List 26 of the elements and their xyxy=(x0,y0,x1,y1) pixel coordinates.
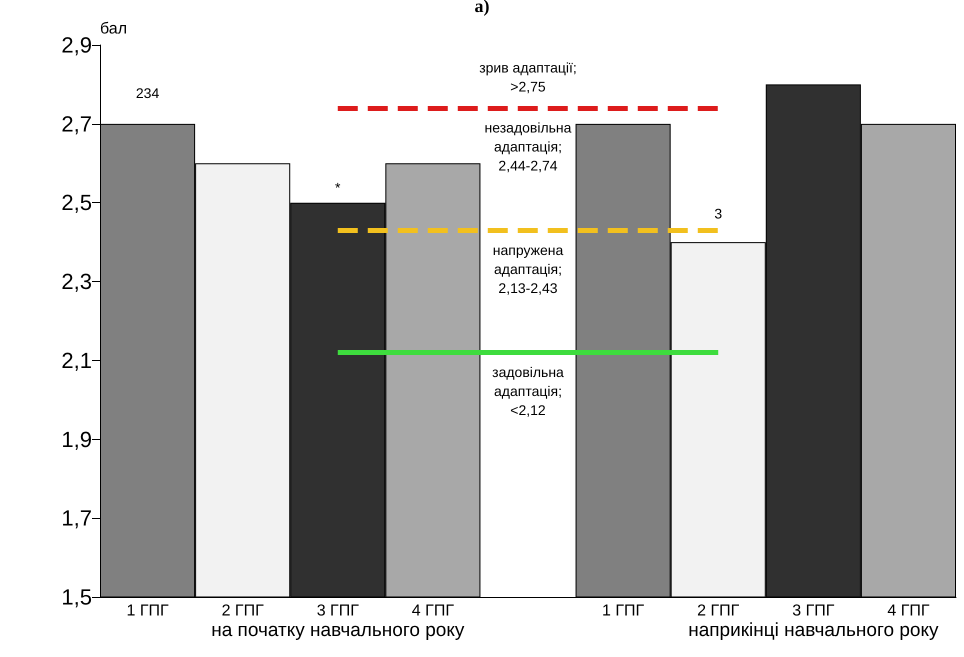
y-tick-label: 2,7 xyxy=(61,111,92,136)
x-tick-label: 3 ГПГ xyxy=(316,602,360,620)
y-tick-label: 2,9 xyxy=(61,32,92,58)
y-tick-label: 1,7 xyxy=(61,506,92,531)
annotation: * xyxy=(335,180,342,196)
y-tick-label: 1,5 xyxy=(61,584,92,610)
y-tick-label: 1,9 xyxy=(61,426,92,452)
y-tick-label: 2,3 xyxy=(61,269,92,294)
y-tick-label: 2,1 xyxy=(61,348,92,373)
x-tick-label: 3 ГПГ xyxy=(792,602,835,620)
annotation: напружена адаптація; 2,13-2,43 xyxy=(492,242,564,296)
y-axis-title: бал xyxy=(100,20,128,38)
annotation: зрив адаптації; >2,75 xyxy=(479,60,577,95)
x-tick-label: 4 ГПГ xyxy=(412,602,454,620)
x-tick-label: 2 ГПГ xyxy=(222,602,264,620)
annotation: 234 xyxy=(136,85,160,102)
annotation: незадовільна адаптація; 2,44-2,74 xyxy=(484,120,572,174)
annotation: 3 xyxy=(714,205,722,222)
x-tick-label: 1 ГПГ xyxy=(602,602,645,620)
x-tick-label: 1 ГПГ xyxy=(126,602,169,620)
text: на початку навчального року xyxy=(211,620,465,641)
y-tick-label: 2,5 xyxy=(61,190,92,216)
x-tick-label: 2 ГПГ xyxy=(697,602,740,620)
annotation: задовільна адаптація; <2,12 xyxy=(492,364,564,418)
text: наприкінці навчального року xyxy=(688,620,939,641)
x-tick-label: 4 ГПГ xyxy=(887,602,930,620)
